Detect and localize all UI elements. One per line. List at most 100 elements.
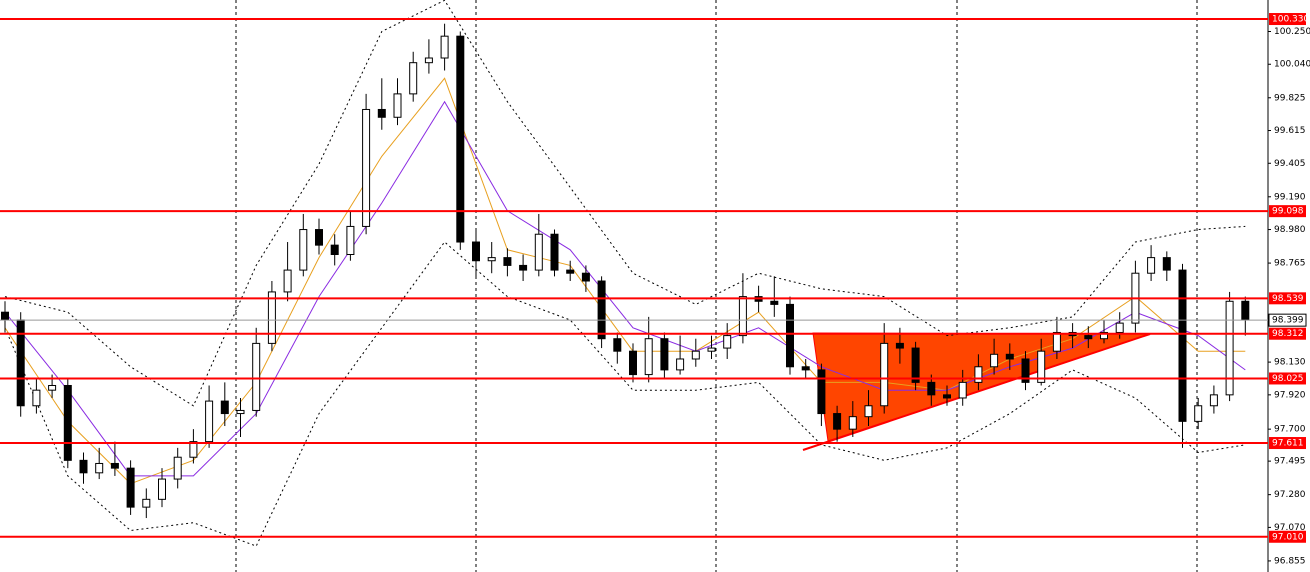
candle-body bbox=[1162, 257, 1171, 271]
candle-body bbox=[126, 467, 135, 508]
candle-body bbox=[377, 108, 386, 118]
level-label: 97.010 bbox=[1272, 532, 1304, 542]
level-label-box bbox=[1269, 205, 1306, 218]
y-tick-label: 98.980 bbox=[1274, 225, 1306, 235]
candle-body bbox=[550, 233, 559, 271]
level-label: 97.611 bbox=[1272, 439, 1304, 449]
candle-body bbox=[880, 342, 889, 407]
candle-body bbox=[236, 409, 245, 415]
candle-body bbox=[660, 338, 669, 371]
y-tick-label: 99.825 bbox=[1274, 93, 1306, 103]
candle-body bbox=[424, 57, 433, 64]
y-tick-label: 98.765 bbox=[1274, 259, 1306, 269]
candle-body bbox=[346, 225, 355, 255]
candle-body bbox=[110, 462, 119, 469]
candle-body bbox=[786, 303, 794, 368]
candle-body bbox=[1115, 322, 1124, 333]
y-tick-label: 99.615 bbox=[1274, 126, 1306, 136]
y-tick-label: 99.405 bbox=[1274, 159, 1306, 169]
candle-body bbox=[817, 369, 826, 415]
y-tick-label: 96.855 bbox=[1274, 556, 1306, 566]
candle-body bbox=[519, 264, 528, 271]
level-label-box bbox=[1269, 530, 1306, 543]
candle-body bbox=[1, 311, 9, 321]
level-label: 99.098 bbox=[1272, 207, 1304, 217]
candle-body bbox=[974, 366, 983, 383]
candle-body bbox=[1037, 350, 1046, 383]
candle-body bbox=[79, 459, 88, 474]
candle-body bbox=[456, 35, 465, 243]
candle-body bbox=[267, 291, 276, 344]
candle-body bbox=[1225, 300, 1234, 396]
candle-body bbox=[95, 462, 104, 474]
candle-body bbox=[566, 269, 575, 274]
candle-body bbox=[1178, 269, 1187, 422]
candle-body bbox=[1194, 405, 1203, 422]
candle-body bbox=[63, 384, 72, 461]
candle-body bbox=[142, 498, 151, 508]
candle-body bbox=[864, 405, 873, 418]
candle-body bbox=[32, 389, 41, 407]
candle-body bbox=[48, 384, 57, 391]
candle-body bbox=[252, 342, 261, 411]
candle-body bbox=[1209, 394, 1218, 407]
candle-body bbox=[958, 381, 967, 399]
candle-body bbox=[770, 300, 779, 305]
candle-body bbox=[487, 257, 496, 262]
candle-body bbox=[205, 400, 214, 443]
candle-body bbox=[534, 233, 543, 271]
level-label-box bbox=[1269, 372, 1306, 385]
candle-body bbox=[927, 381, 936, 396]
candle-body bbox=[833, 413, 842, 430]
candle-body bbox=[1147, 257, 1156, 274]
indicator-line bbox=[4, 100, 1246, 477]
candle-body bbox=[895, 342, 904, 349]
level-label-box bbox=[1269, 13, 1306, 26]
y-tick-label: 97.070 bbox=[1274, 523, 1306, 533]
candle-body bbox=[503, 257, 512, 266]
candle-body bbox=[629, 350, 637, 376]
y-tick-label: 100.250 bbox=[1274, 27, 1310, 37]
candle-body bbox=[707, 347, 716, 352]
level-label-box bbox=[1269, 327, 1306, 340]
y-tick-label: 99.190 bbox=[1274, 192, 1306, 202]
level-label: 98.539 bbox=[1272, 294, 1304, 304]
y-tick-label: 100.040 bbox=[1274, 60, 1310, 70]
candle-body bbox=[409, 62, 418, 95]
candle-body bbox=[990, 353, 999, 368]
level-label: 100.330 bbox=[1272, 15, 1309, 25]
current-price-label: 98.399 bbox=[1272, 316, 1304, 326]
candle-body bbox=[1241, 300, 1250, 321]
candle-body bbox=[158, 478, 166, 500]
candle-body bbox=[581, 272, 590, 282]
candle-body bbox=[943, 394, 951, 399]
candle-body bbox=[644, 338, 653, 376]
candle-body bbox=[1005, 353, 1014, 360]
level-label-box bbox=[1269, 292, 1306, 305]
y-tick-label: 98.130 bbox=[1274, 358, 1306, 368]
candle-body bbox=[299, 229, 308, 271]
candle-body bbox=[283, 269, 292, 293]
candle-body bbox=[393, 93, 402, 118]
current-price-box bbox=[1268, 313, 1307, 327]
y-tick-label: 97.700 bbox=[1274, 425, 1306, 435]
level-label: 98.025 bbox=[1272, 374, 1304, 384]
candle-body bbox=[676, 358, 685, 371]
candle-body bbox=[801, 366, 810, 371]
candle-body bbox=[738, 296, 747, 337]
candle-body bbox=[472, 241, 480, 262]
candle-body bbox=[362, 108, 371, 227]
y-tick-label: 97.280 bbox=[1274, 490, 1306, 500]
candle-body bbox=[848, 416, 857, 430]
candle-body bbox=[597, 280, 606, 340]
candle-body bbox=[1021, 358, 1030, 383]
candle-body bbox=[315, 229, 323, 246]
candle-body bbox=[723, 335, 732, 349]
candle-body bbox=[189, 441, 198, 458]
y-tick-label: 97.920 bbox=[1274, 390, 1306, 400]
candle-body bbox=[1100, 331, 1108, 340]
candle-body bbox=[440, 35, 449, 59]
candle-body bbox=[1084, 335, 1093, 340]
